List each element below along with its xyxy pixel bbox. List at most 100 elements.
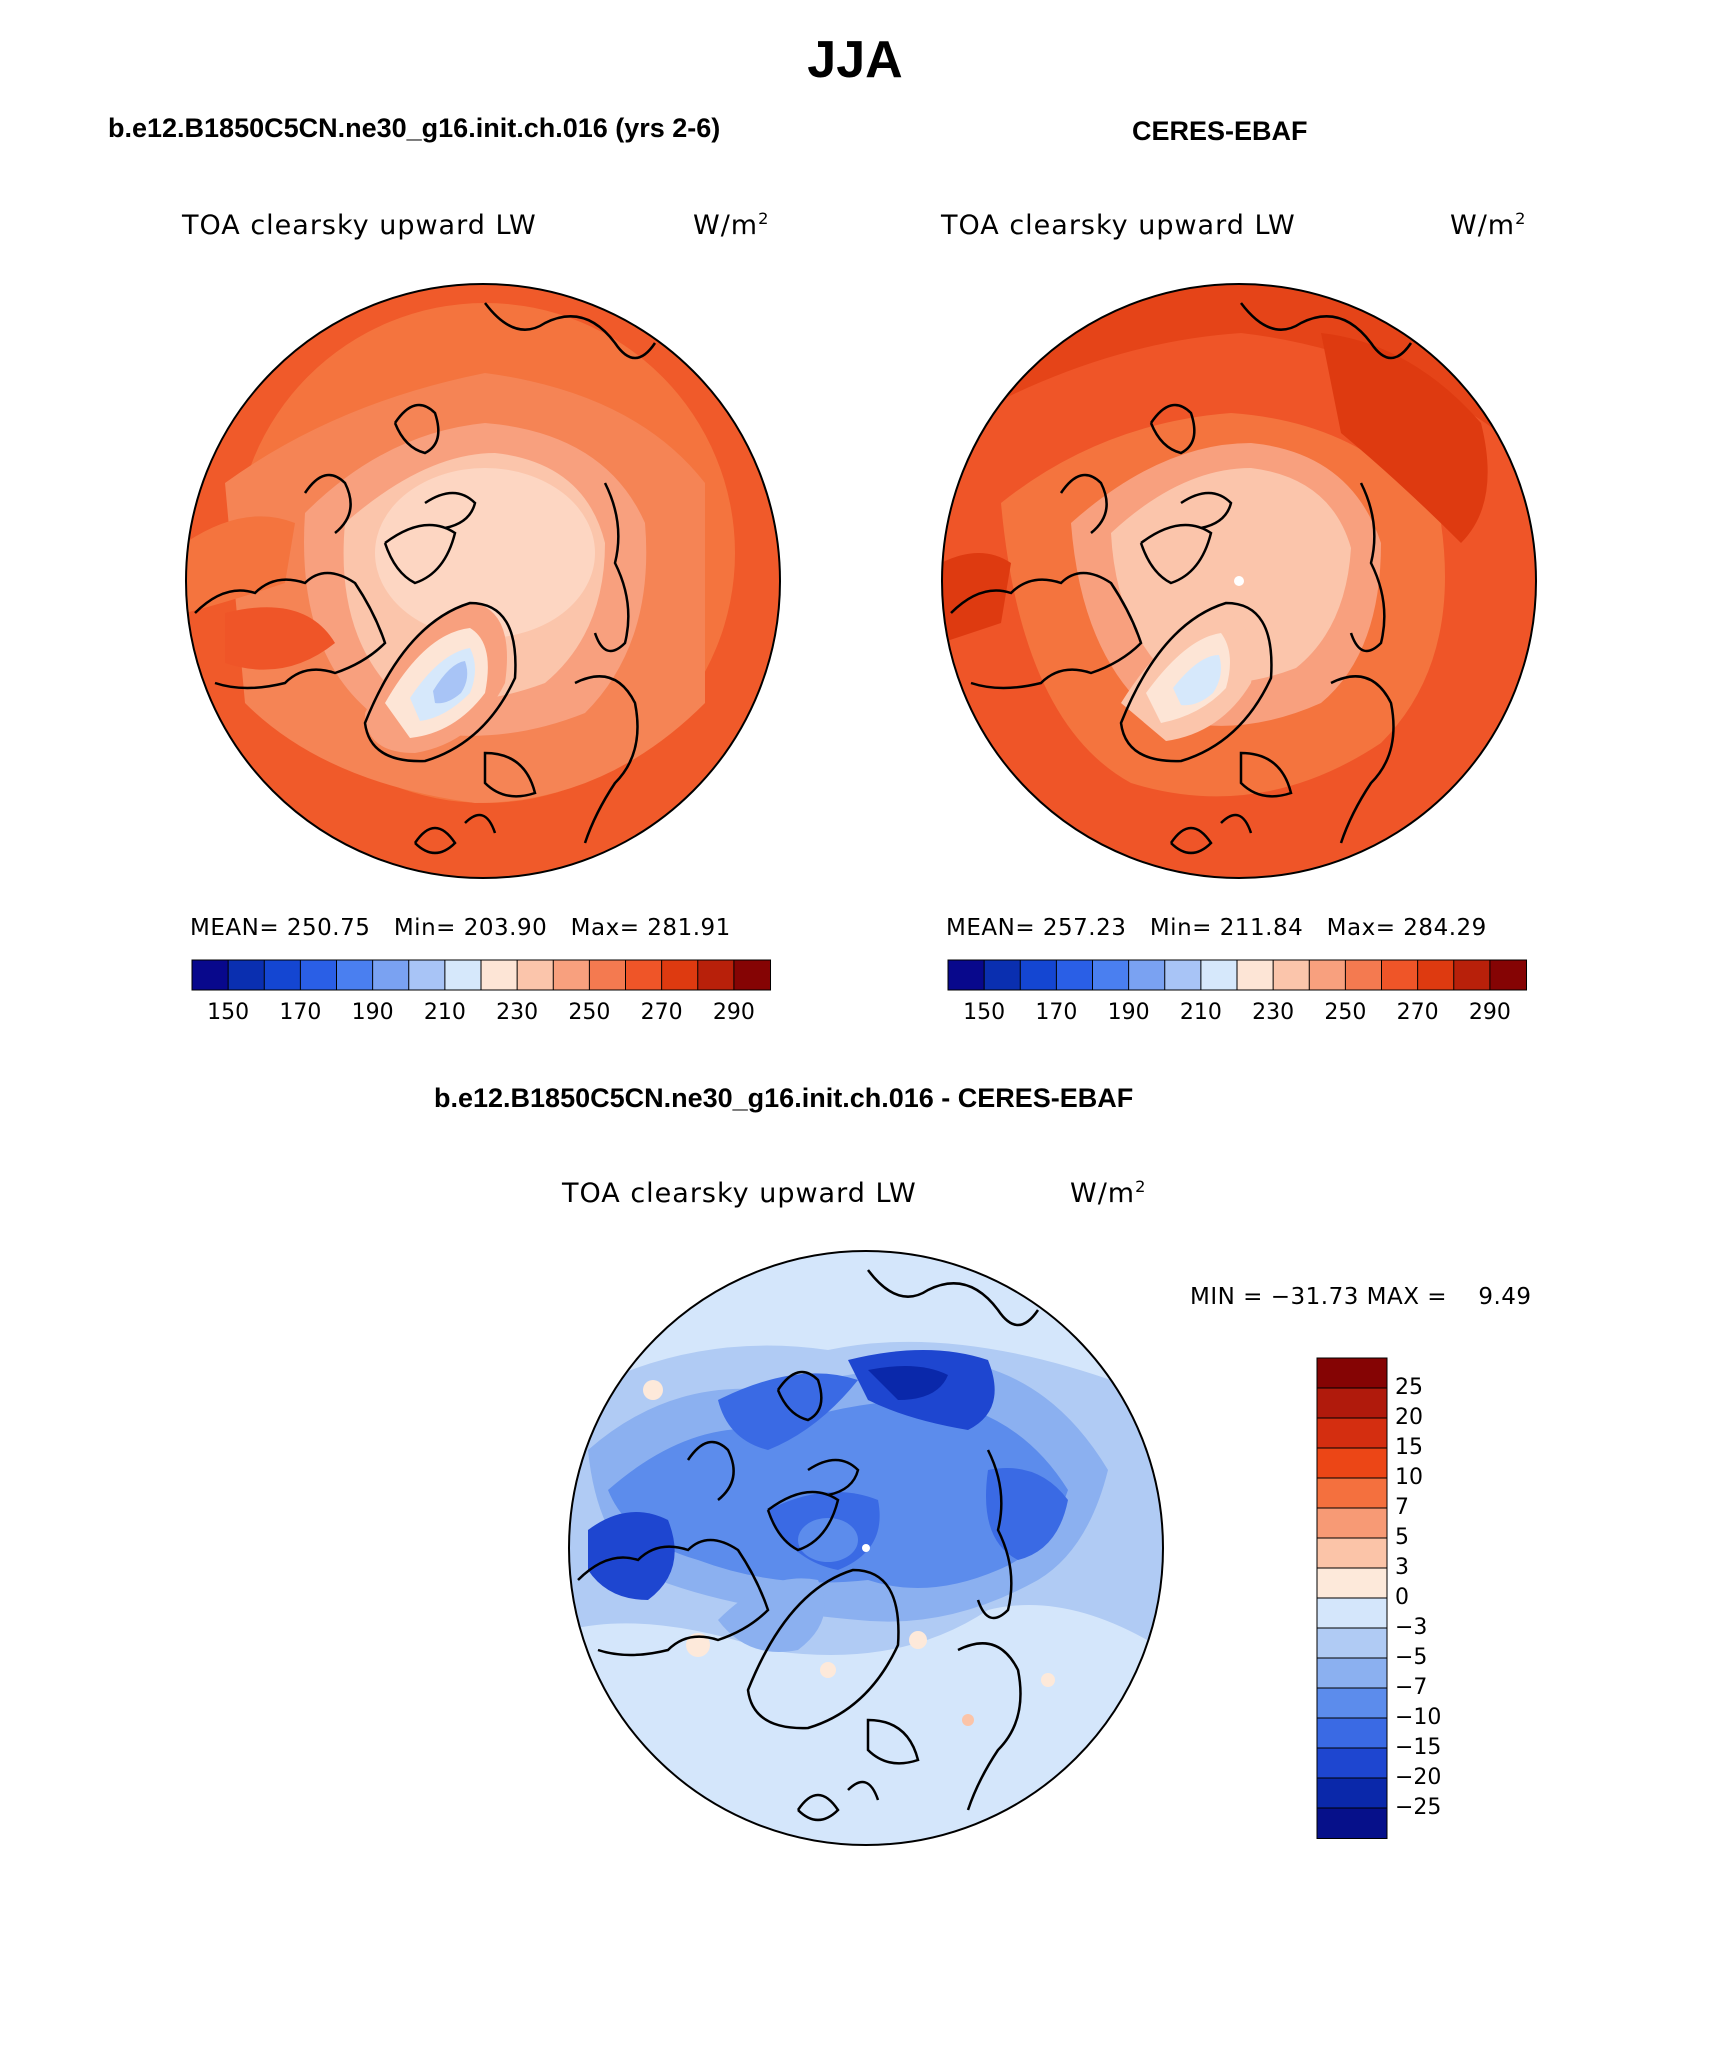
- panel-2-colorbar: [947, 959, 1528, 991]
- difference-colorbar-tick-label: 5: [1395, 1525, 1409, 1550]
- panel-1-colorbar-box: [191, 959, 230, 991]
- difference-colorbar-tick-label: 20: [1395, 1405, 1423, 1430]
- difference-colorbar-box: [1316, 1537, 1388, 1569]
- difference-colorbar-tick-label: −7: [1395, 1675, 1428, 1700]
- difference-colorbar-box: [1316, 1447, 1388, 1479]
- panel-1-colorbar-tick-label: 150: [207, 1000, 250, 1025]
- difference-colorbar-tick-label: −25: [1395, 1795, 1442, 1820]
- panel-2-colorbar-ticks: 150 170 190 210 230 250 270 290: [948, 1000, 1526, 1030]
- panel-1-colorbar-box: [480, 959, 519, 991]
- difference-colorbar-box: [1316, 1597, 1388, 1629]
- difference-colorbar-ticks: 25 20 15 10 7 5 3 0 −3 −5 −7 −10 −15 −20 −25: [1395, 1358, 1475, 1838]
- panel-1-colorbar-tick-label: 270: [640, 1000, 683, 1025]
- difference-colorbar-tick-label: −5: [1395, 1645, 1428, 1670]
- panel-1-colorbar-tick-label: 170: [279, 1000, 322, 1025]
- panel-1-colorbar-box: [733, 959, 772, 991]
- difference-colorbar-tick-label: −3: [1395, 1615, 1428, 1640]
- panel-2-colorbar-tick-label: 190: [1107, 1000, 1150, 1025]
- difference-colorbar-box: [1316, 1387, 1388, 1419]
- panel-1-colorbar-ticks: 150 170 190 210 230 250 270 290: [192, 1000, 770, 1030]
- panel-2-case-title: CERES-EBAF: [1132, 116, 1308, 146]
- difference-colorbar-tick-label: −15: [1395, 1735, 1442, 1760]
- panel-1-colorbar-tick-label: 230: [496, 1000, 539, 1025]
- panel-1-colorbar: [191, 959, 772, 991]
- difference-variable-label: TOA clearsky upward LW: [562, 1178, 917, 1209]
- panel-1-colorbar-box: [444, 959, 483, 991]
- panel-2-colorbar-tick-label: 230: [1252, 1000, 1295, 1025]
- main-title: JJA: [807, 31, 903, 89]
- difference-title: b.e12.B1850C5CN.ne30_g16.init.ch.016 - C…: [434, 1083, 1134, 1113]
- panel-1-colorbar-box: [697, 959, 735, 991]
- panel-2-colorbar-box: [1417, 959, 1455, 991]
- panel-2-colorbar-tick-label: 150: [963, 1000, 1006, 1025]
- difference-colorbar-tick-label: 0: [1395, 1585, 1409, 1610]
- panel-2-variable-label: TOA clearsky upward LW: [941, 210, 1296, 241]
- panel-1-colorbar-box: [588, 959, 627, 991]
- difference-colorbar-box: [1316, 1357, 1388, 1389]
- panel-2-colorbar-box: [1055, 959, 1094, 991]
- panel-2-colorbar-tick-label: 170: [1035, 1000, 1078, 1025]
- difference-colorbar-tick-label: 25: [1395, 1375, 1423, 1400]
- panel-1-stats: MEAN= 250.75 Min= 203.90 Max= 281.91: [190, 915, 731, 941]
- difference-colorbar-box: [1316, 1507, 1388, 1539]
- difference-colorbar-box: [1316, 1477, 1388, 1509]
- panel-2-stats: MEAN= 257.23 Min= 211.84 Max= 284.29: [946, 915, 1487, 941]
- panel-1-colorbar-box: [227, 959, 266, 991]
- panel-1-colorbar-box: [516, 959, 555, 991]
- panel-1-units-label: W/m2: [693, 209, 770, 241]
- difference-colorbar-tick-label: 3: [1395, 1555, 1409, 1580]
- difference-colorbar-tick-label: 7: [1395, 1495, 1409, 1520]
- panel-1-colorbar-box: [372, 959, 410, 991]
- panel-1-colorbar-tick-label: 190: [351, 1000, 394, 1025]
- difference-colorbar-box: [1316, 1717, 1388, 1749]
- map-panel-2: [941, 283, 1537, 879]
- panel-2-colorbar-box: [1344, 959, 1383, 991]
- panel-1-colorbar-box: [552, 959, 591, 991]
- panel-1-colorbar-box: [299, 959, 338, 991]
- panel-2-colorbar-box: [1308, 959, 1347, 991]
- difference-min-max: MIN = −31.73 MAX = 9.49: [1190, 1284, 1532, 1310]
- difference-colorbar-box: [1316, 1627, 1388, 1659]
- map-difference: [568, 1250, 1164, 1846]
- panel-2-colorbar-box: [1128, 959, 1166, 991]
- panel-1-colorbar-box: [661, 959, 699, 991]
- panel-1-colorbar-tick-label: 250: [568, 1000, 611, 1025]
- difference-colorbar-box: [1316, 1687, 1388, 1719]
- panel-2-colorbar-tick-label: 270: [1396, 1000, 1439, 1025]
- panel-2-colorbar-tick-label: 210: [1179, 1000, 1222, 1025]
- map-panel-1: [185, 283, 781, 879]
- panel-1-colorbar-box: [263, 959, 302, 991]
- difference-colorbar-tick-label: 10: [1395, 1465, 1423, 1490]
- difference-colorbar-tick-label: 15: [1395, 1435, 1423, 1460]
- panel-2-colorbar-box: [1453, 959, 1491, 991]
- difference-colorbar-tick-label: −20: [1395, 1765, 1442, 1790]
- difference-colorbar-box: [1316, 1657, 1388, 1689]
- panel-1-colorbar-tick-label: 290: [712, 1000, 755, 1025]
- difference-colorbar-box: [1316, 1747, 1388, 1779]
- panel-2-colorbar-box: [1272, 959, 1311, 991]
- panel-2-colorbar-box: [983, 959, 1022, 991]
- panel-2-colorbar-box: [1092, 959, 1130, 991]
- difference-colorbar-box: [1316, 1417, 1388, 1449]
- panel-2-colorbar-box: [1381, 959, 1419, 991]
- panel-2-colorbar-box: [1164, 959, 1202, 991]
- panel-2-colorbar-tick-label: 250: [1324, 1000, 1367, 1025]
- difference-colorbar: [1316, 1357, 1388, 1839]
- panel-1-colorbar-box: [336, 959, 374, 991]
- panel-1-variable-label: TOA clearsky upward LW: [182, 210, 537, 241]
- difference-colorbar-box: [1316, 1567, 1388, 1599]
- difference-units-label: W/m2: [1070, 1177, 1147, 1209]
- panel-1-colorbar-box: [625, 959, 663, 991]
- panel-1-colorbar-box: [408, 959, 446, 991]
- panel-2-colorbar-box: [1200, 959, 1239, 991]
- panel-2-units-label: W/m2: [1450, 209, 1527, 241]
- difference-colorbar-tick-label: −10: [1395, 1705, 1442, 1730]
- panel-2-colorbar-box: [947, 959, 986, 991]
- panel-1-case-title: b.e12.B1850C5CN.ne30_g16.init.ch.016 (yr…: [108, 113, 721, 143]
- panel-2-colorbar-box: [1489, 959, 1528, 991]
- panel-2-colorbar-tick-label: 290: [1468, 1000, 1511, 1025]
- panel-1-colorbar-tick-label: 210: [423, 1000, 466, 1025]
- difference-colorbar-box: [1316, 1807, 1388, 1839]
- panel-2-colorbar-box: [1019, 959, 1058, 991]
- difference-colorbar-box: [1316, 1777, 1388, 1809]
